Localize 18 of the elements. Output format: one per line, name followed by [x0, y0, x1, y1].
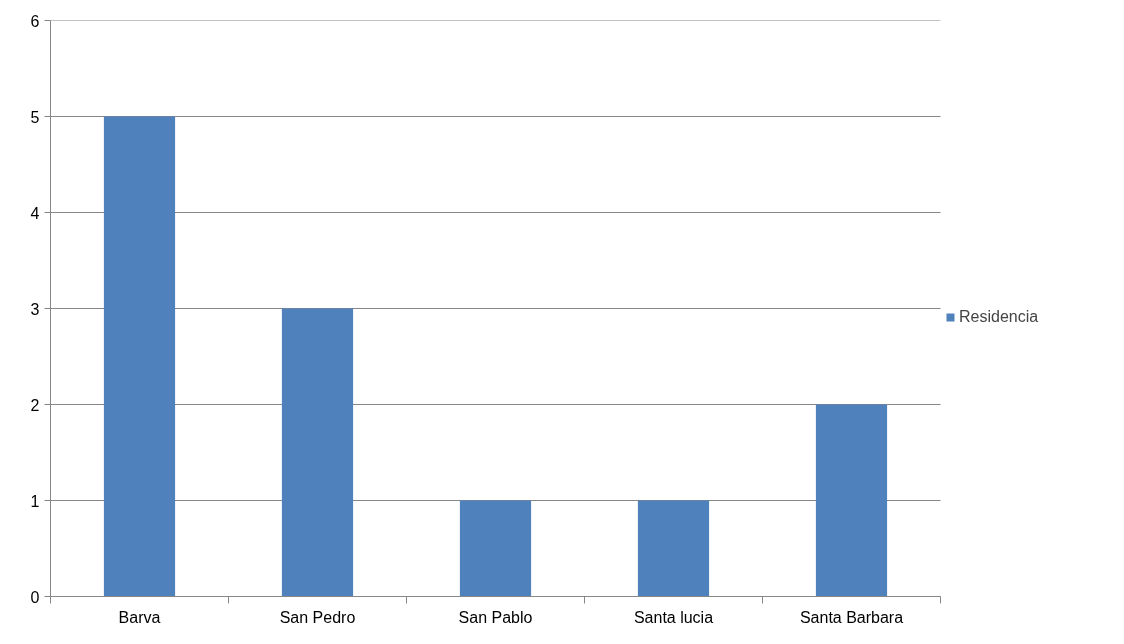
- y-tick-label: 3: [30, 300, 40, 318]
- x-tick-label: San Pedro: [279, 608, 356, 626]
- x-tick-label: San Pablo: [458, 608, 533, 626]
- y-tick-label: 4: [30, 204, 40, 222]
- bar: [281, 308, 354, 597]
- legend-label: Residencia: [959, 308, 1039, 326]
- y-tick-label: 2: [30, 396, 40, 414]
- y-tick-label: 1: [30, 492, 40, 510]
- x-tick-label: Barva: [118, 608, 161, 626]
- y-tick-label: 6: [30, 12, 40, 30]
- bar: [459, 500, 532, 597]
- x-tick-label: Santa lucia: [633, 608, 714, 626]
- bar: [103, 116, 176, 597]
- bar: [637, 500, 710, 597]
- x-tick-label: Santa Barbara: [799, 608, 904, 626]
- bar: [815, 404, 888, 597]
- y-tick-label: 0: [30, 588, 40, 606]
- y-tick-label: 5: [30, 108, 40, 126]
